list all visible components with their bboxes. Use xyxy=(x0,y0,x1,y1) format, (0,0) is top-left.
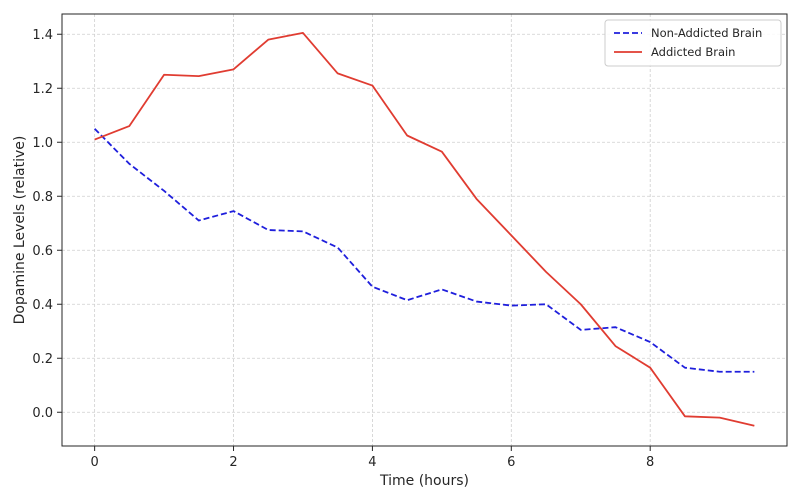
x-tick-label: 6 xyxy=(507,455,515,470)
plot-frame xyxy=(61,13,788,447)
series-lines xyxy=(94,32,755,427)
y-tick-label: 0.2 xyxy=(32,352,53,367)
x-axis-label: Time (hours) xyxy=(379,473,469,489)
grid xyxy=(62,14,787,446)
legend-label-addicted: Addicted Brain xyxy=(651,45,735,59)
legend: Non-Addicted Brain Addicted Brain xyxy=(604,19,782,67)
y-tick-label: 0.6 xyxy=(32,244,53,259)
series-line-non-addicted xyxy=(94,128,755,373)
legend-label-non-addicted: Non-Addicted Brain xyxy=(651,26,762,40)
axis-ticks: 0 2 4 6 8 0.0 0.2 0.4 0.6 0.8 1.0 1.2 1.4 xyxy=(32,28,654,470)
y-tick-label: 0.0 xyxy=(32,406,53,421)
y-axis-label: Dopamine Levels (relative) xyxy=(12,136,28,325)
x-tick-label: 4 xyxy=(368,455,376,470)
y-tick-label: 1.4 xyxy=(32,28,53,43)
x-tick-label: 8 xyxy=(646,455,654,470)
series-line-addicted xyxy=(94,32,755,427)
legend-box xyxy=(604,19,782,67)
x-tick-label: 2 xyxy=(229,455,237,470)
y-tick-label: 1.2 xyxy=(32,82,53,97)
y-tick-label: 0.8 xyxy=(32,190,53,205)
y-tick-label: 1.0 xyxy=(32,136,53,151)
x-tick-label: 0 xyxy=(90,455,98,470)
y-tick-label: 0.4 xyxy=(32,298,53,313)
